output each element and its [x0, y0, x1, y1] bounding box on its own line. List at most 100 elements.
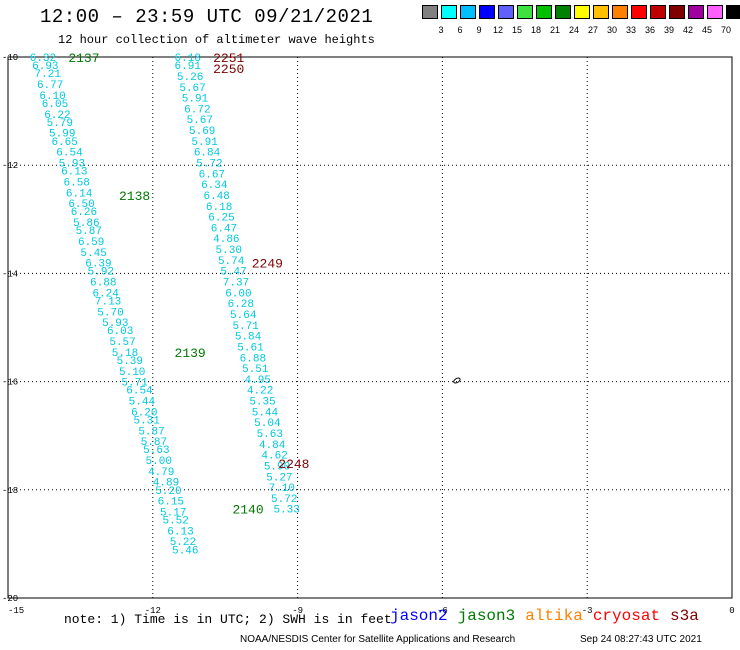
wave-height-value: 5.93	[59, 158, 85, 170]
wave-height-value: 6.14	[66, 188, 93, 200]
wave-height-value: 5.22	[170, 537, 196, 549]
wave-height-value: 4.84	[259, 440, 286, 452]
color-swatch	[726, 5, 740, 19]
lat-tick-label: -20	[2, 594, 18, 604]
map-border	[7, 56, 733, 599]
satellite-legend-item: jason3	[457, 607, 516, 625]
color-scale-label: 30	[606, 25, 617, 35]
wave-height-value: 5.46	[172, 545, 198, 557]
wave-height-value: 6.91	[175, 61, 202, 73]
island-outline	[453, 377, 461, 384]
wave-height-value: 5.99	[49, 129, 75, 141]
wave-height-value: 6.24	[92, 288, 119, 300]
footer-credit: NOAA/NESDIS Center for Satellite Applica…	[240, 634, 516, 645]
satellite-tracks: 6.326.937.216.776.106.056.225.795.996.65…	[30, 51, 310, 557]
wave-height-value: 5.44	[252, 407, 279, 419]
wave-height-value: 6.65	[51, 137, 77, 149]
wave-height-value: 5.26	[177, 72, 203, 84]
wave-height-value: 6.20	[131, 407, 157, 419]
color-swatch	[555, 5, 571, 19]
wave-height-value: 5.67	[179, 83, 205, 95]
wave-height-value: 6.50	[68, 199, 94, 211]
map-frame	[7, 56, 733, 599]
color-scale-label: 36	[644, 25, 655, 35]
color-swatch	[536, 5, 552, 19]
wave-height-value: 6.77	[37, 80, 63, 92]
color-swatch	[498, 5, 514, 19]
footer-note: note: 1) Time is in UTC; 2) SWH is in fe…	[64, 612, 392, 627]
wave-height-value: 6.58	[64, 177, 90, 189]
wave-height-value: 5.10	[119, 367, 145, 379]
wave-height-value: 5.67	[187, 115, 213, 127]
wave-height-value: 6.03	[107, 326, 133, 338]
wave-height-value: 6.54	[56, 148, 83, 160]
color-scale-label: 6	[457, 25, 463, 35]
pass-time-label: 2139	[175, 346, 206, 361]
wave-height-value: 6.39	[85, 259, 111, 271]
color-scale-label: 45	[701, 25, 712, 35]
color-scale-label: 18	[530, 25, 541, 35]
wave-height-value: 5.70	[97, 307, 123, 319]
lat-tick-label: -12	[2, 161, 18, 171]
wave-height-value: 6.48	[203, 191, 229, 203]
wave-height-value: 5.87	[138, 426, 164, 438]
wave-height-value: 5.93	[102, 318, 128, 330]
lon-tick-label: -9	[292, 606, 303, 616]
wave-height-value: 5.17	[160, 507, 186, 519]
pass-time-label: 2140	[232, 503, 263, 518]
satellite-legend-item: s3a	[670, 607, 699, 625]
wave-height-value: 5.72	[271, 494, 297, 506]
color-swatch	[441, 5, 457, 19]
color-swatch	[707, 5, 723, 19]
wave-height-value: 7.13	[95, 296, 121, 308]
footer-timestamp: Sep 24 08:27:43 UTC 2021	[580, 634, 702, 645]
wave-height-value: 6.26	[71, 207, 97, 219]
color-scale-label: 42	[682, 25, 693, 35]
wave-height-value: 6.93	[32, 61, 58, 73]
satellite-track: 6.326.937.216.776.106.056.225.795.996.65…	[30, 51, 264, 557]
color-swatch	[688, 5, 704, 19]
wave-height-value: 6.13	[61, 167, 87, 179]
wave-height-value: 7.10	[269, 483, 295, 495]
color-swatch	[650, 5, 666, 19]
color-swatch	[517, 5, 533, 19]
wave-height-value: 5.71	[232, 321, 259, 333]
color-swatch	[460, 5, 476, 19]
lon-tick-label: -12	[145, 606, 161, 616]
lat-tick-label: -16	[2, 378, 18, 388]
wave-height-value: 6.59	[78, 237, 104, 249]
wave-height-value: 5.45	[80, 248, 106, 260]
satellite-track: 6.186.915.265.675.916.725.675.695.916.84…	[175, 51, 310, 517]
wave-height-value: 5.57	[109, 337, 135, 349]
map-grid	[8, 57, 732, 598]
color-swatch	[593, 5, 609, 19]
wave-height-value: 4.89	[153, 478, 179, 490]
wave-height-value: 6.84	[194, 148, 221, 160]
map-subtitle: 12 hour collection of altimeter wave hei…	[58, 33, 375, 47]
wave-height-value: 5.39	[117, 356, 143, 368]
wave-height-value: 7.21	[35, 69, 62, 81]
wave-height-value: 5.71	[121, 378, 148, 390]
wave-height-value: 6.05	[42, 99, 68, 111]
color-scale-label: 9	[476, 25, 482, 35]
wave-height-value: 5.79	[47, 118, 73, 130]
wave-height-value: 6.88	[240, 353, 266, 365]
wave-height-value: 6.00	[225, 288, 251, 300]
lat-tick-label: -10	[2, 53, 18, 63]
island-shape	[453, 377, 461, 384]
wave-height-value: 5.31	[133, 415, 160, 427]
wave-height-value: 5.44	[129, 397, 156, 409]
wave-height-value: 6.15	[158, 497, 184, 509]
color-scale-label: 33	[625, 25, 636, 35]
wave-height-value: 6.22	[44, 110, 70, 122]
color-swatch	[612, 5, 628, 19]
color-swatch	[479, 5, 495, 19]
wave-height-value: 5.69	[189, 126, 215, 138]
color-swatch	[574, 5, 590, 19]
color-scale-label: 21	[549, 25, 560, 35]
pass-time-label: 2249	[252, 257, 283, 272]
wave-height-value: 5.27	[266, 472, 292, 484]
wave-height-value: 4.79	[148, 467, 174, 479]
color-scale-label: 12	[492, 25, 503, 35]
